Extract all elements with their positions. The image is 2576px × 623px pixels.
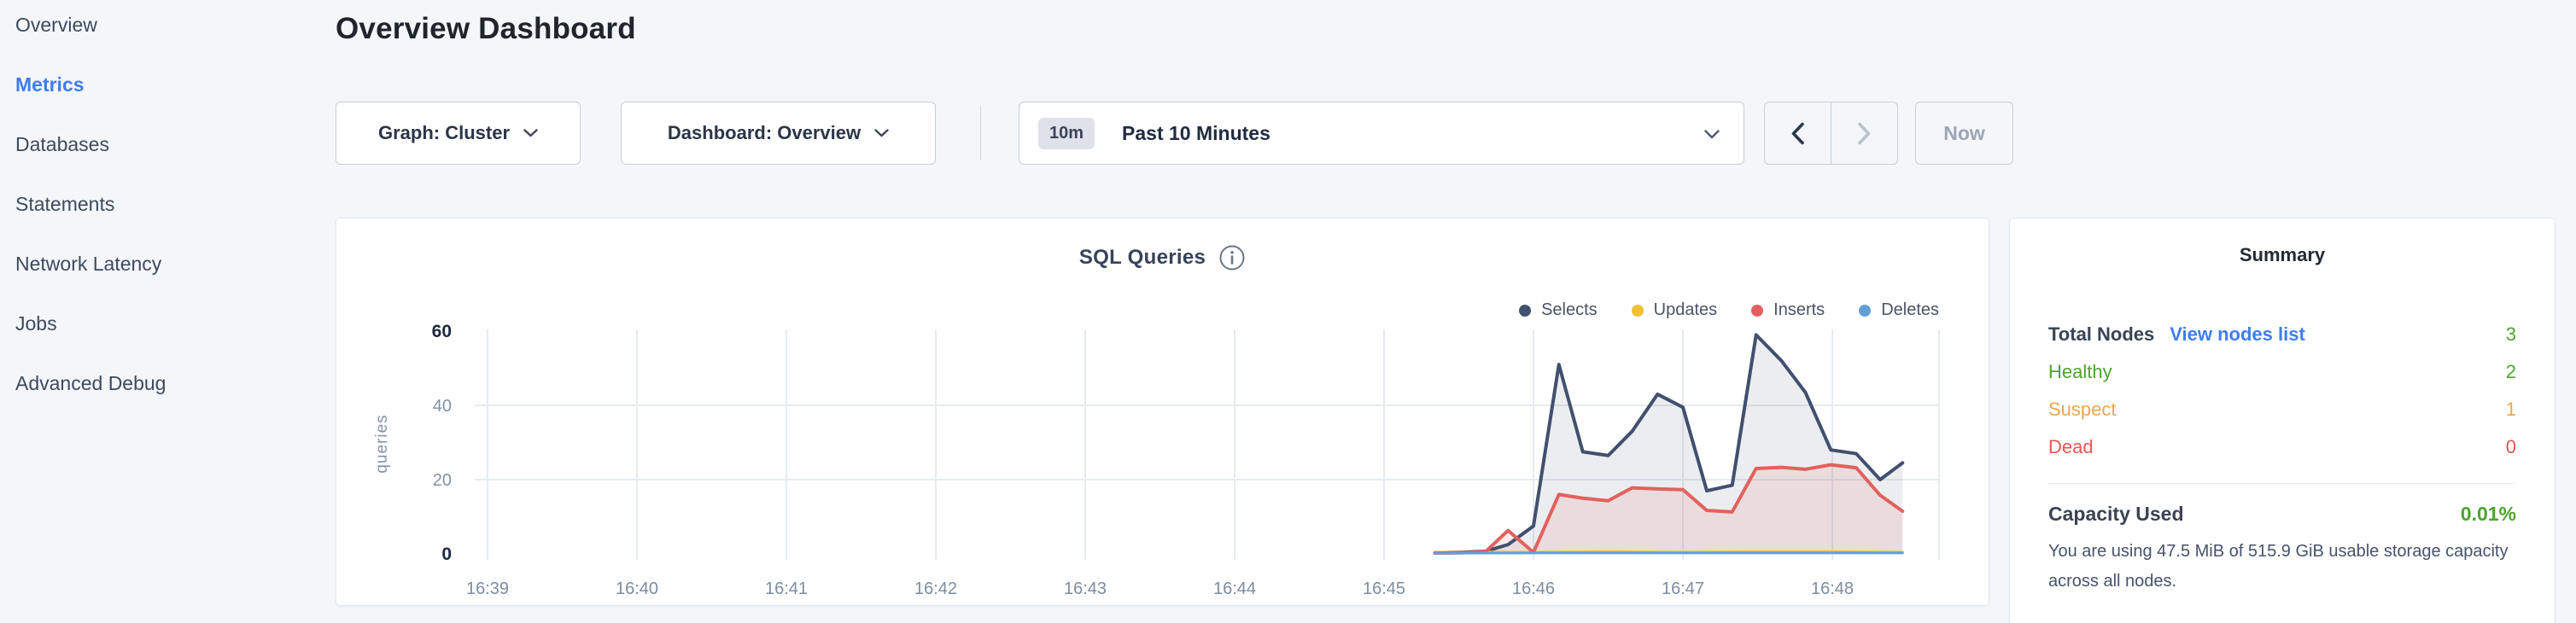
sidebar-item-metrics[interactable]: Metrics [15, 73, 85, 96]
time-step-group [1764, 102, 1898, 165]
series-area-inserts [1434, 464, 1903, 554]
legend-dot-updates [1631, 304, 1644, 317]
legend-dot-deletes [1859, 304, 1872, 317]
summary-row-label: Suspect [2048, 399, 2117, 420]
y-tick-label: 60 [432, 322, 452, 341]
sidebar-item-overview[interactable]: Overview [15, 14, 97, 36]
chevron-down-icon [523, 129, 538, 137]
x-tick-label: 16:43 [1064, 579, 1107, 598]
view-nodes-list-link[interactable]: View nodes list [2170, 323, 2305, 345]
summary-divider [2048, 483, 2516, 484]
page-title: Overview Dashboard [336, 12, 636, 45]
y-axis-title: queries [373, 414, 391, 473]
capacity-note: You are using 47.5 MiB of 515.9 GiB usab… [2048, 542, 2509, 591]
chevron-down-icon [1704, 130, 1720, 139]
summary-row-label: Total Nodes [2048, 323, 2155, 345]
summary-row-value: 3 [2505, 323, 2516, 345]
legend-dot-inserts [1751, 304, 1764, 317]
chart-header: SQL Queries [336, 244, 1989, 271]
legend-item-inserts: Inserts [1751, 300, 1825, 320]
summary-row-label: Healthy [2048, 361, 2112, 382]
dashboard-dropdown-label: Dashboard: Overview [667, 122, 862, 143]
now-button[interactable]: Now [1915, 102, 2013, 165]
legend-label: Updates [1653, 300, 1718, 319]
x-tick-label: 16:48 [1811, 579, 1854, 598]
y-tick-label: 20 [433, 471, 452, 490]
y-tick-label: 0 [441, 544, 452, 564]
summary-row-suspect: Suspect 1 [2048, 391, 2516, 428]
info-icon[interactable] [1218, 244, 1246, 271]
summary-title: Summary [2239, 244, 2326, 265]
summary-row-value: 2 [2505, 361, 2516, 382]
sidebar-item-network-latency[interactable]: Network Latency [15, 253, 162, 275]
graph-dropdown-label: Graph: Cluster [377, 122, 511, 143]
summary-row-value: 0 [2505, 436, 2516, 457]
time-forward-button[interactable] [1831, 102, 1897, 164]
chart-legend: Selects Updates Inserts Deletes [1519, 300, 1939, 320]
summary-row-label: Dead [2048, 436, 2094, 457]
summary-row-value: 1 [2505, 399, 2516, 420]
capacity-value: 0.01% [2460, 502, 2516, 525]
sidebar-item-advanced-debug[interactable]: Advanced Debug [15, 372, 166, 394]
time-range-select[interactable]: 10m Past 10 Minutes [1019, 102, 1744, 165]
chevron-down-icon [874, 129, 889, 137]
graph-dropdown[interactable]: Graph: Cluster [336, 102, 581, 165]
summary-row-dead: Dead 0 [2048, 428, 2516, 466]
x-tick-label: 16:40 [616, 579, 658, 598]
sql-queries-chart[interactable]: 16:39 16:40 16:41 16:42 16:43 16:44 16:45 16:46… [336, 218, 1989, 605]
summary-row-healthy: Healthy 2 [2048, 353, 2516, 391]
x-tick-label: 16:47 [1662, 579, 1704, 598]
time-range-label: Past 10 Minutes [1122, 121, 1270, 144]
toolbar-divider [980, 106, 981, 160]
series-line-selects [1433, 333, 1905, 555]
summary-rows: Total Nodes View nodes list 3 Healthy 2 Suspe… [2048, 316, 2516, 466]
x-tick-label: 16:45 [1363, 579, 1405, 598]
sidebar-item-statements[interactable]: Statements [15, 193, 115, 215]
time-range-badge: 10m [1038, 117, 1095, 149]
toolbar: Graph: Cluster Dashboard: Overview 10m P… [336, 102, 2013, 165]
chevron-right-icon [1858, 122, 1871, 144]
legend-dot-selects [1519, 304, 1532, 317]
summary-panel: Summary Total Nodes View nodes list 3 Healt… [2009, 218, 2556, 623]
legend-label: Selects [1541, 300, 1598, 319]
x-tick-label: 16:46 [1512, 579, 1555, 598]
series-line-inserts [1433, 463, 1905, 556]
legend-label: Inserts [1773, 300, 1825, 319]
legend-item-deletes: Deletes [1859, 300, 1939, 320]
dashboard-dropdown[interactable]: Dashboard: Overview [621, 102, 936, 165]
chart-panel: 16:39 16:40 16:41 16:42 16:43 16:44 16:45 16:46… [336, 218, 1989, 606]
summary-row-total-nodes: Total Nodes View nodes list 3 [2048, 316, 2516, 353]
x-tick-label: 16:39 [466, 579, 509, 598]
y-tick-label: 40 [433, 397, 452, 416]
legend-item-updates: Updates [1631, 300, 1718, 320]
legend-item-selects: Selects [1519, 300, 1598, 320]
chevron-left-icon [1791, 122, 1804, 144]
sidebar-item-jobs[interactable]: Jobs [15, 312, 57, 335]
x-tick-label: 16:41 [765, 579, 808, 598]
x-tick-label: 16:44 [1213, 579, 1256, 598]
capacity-label: Capacity Used [2048, 502, 2184, 525]
chart-title: SQL Queries [1078, 246, 1206, 269]
legend-label: Deletes [1881, 300, 1939, 319]
sidebar: Overview Metrics Databases Statements Networ… [0, 0, 333, 623]
x-tick-label: 16:42 [914, 579, 957, 598]
time-back-button[interactable] [1765, 102, 1831, 164]
capacity-row: Capacity Used 0.01% [2048, 499, 2516, 528]
series-area-selects [1434, 335, 1903, 554]
sidebar-item-databases[interactable]: Databases [15, 133, 109, 155]
